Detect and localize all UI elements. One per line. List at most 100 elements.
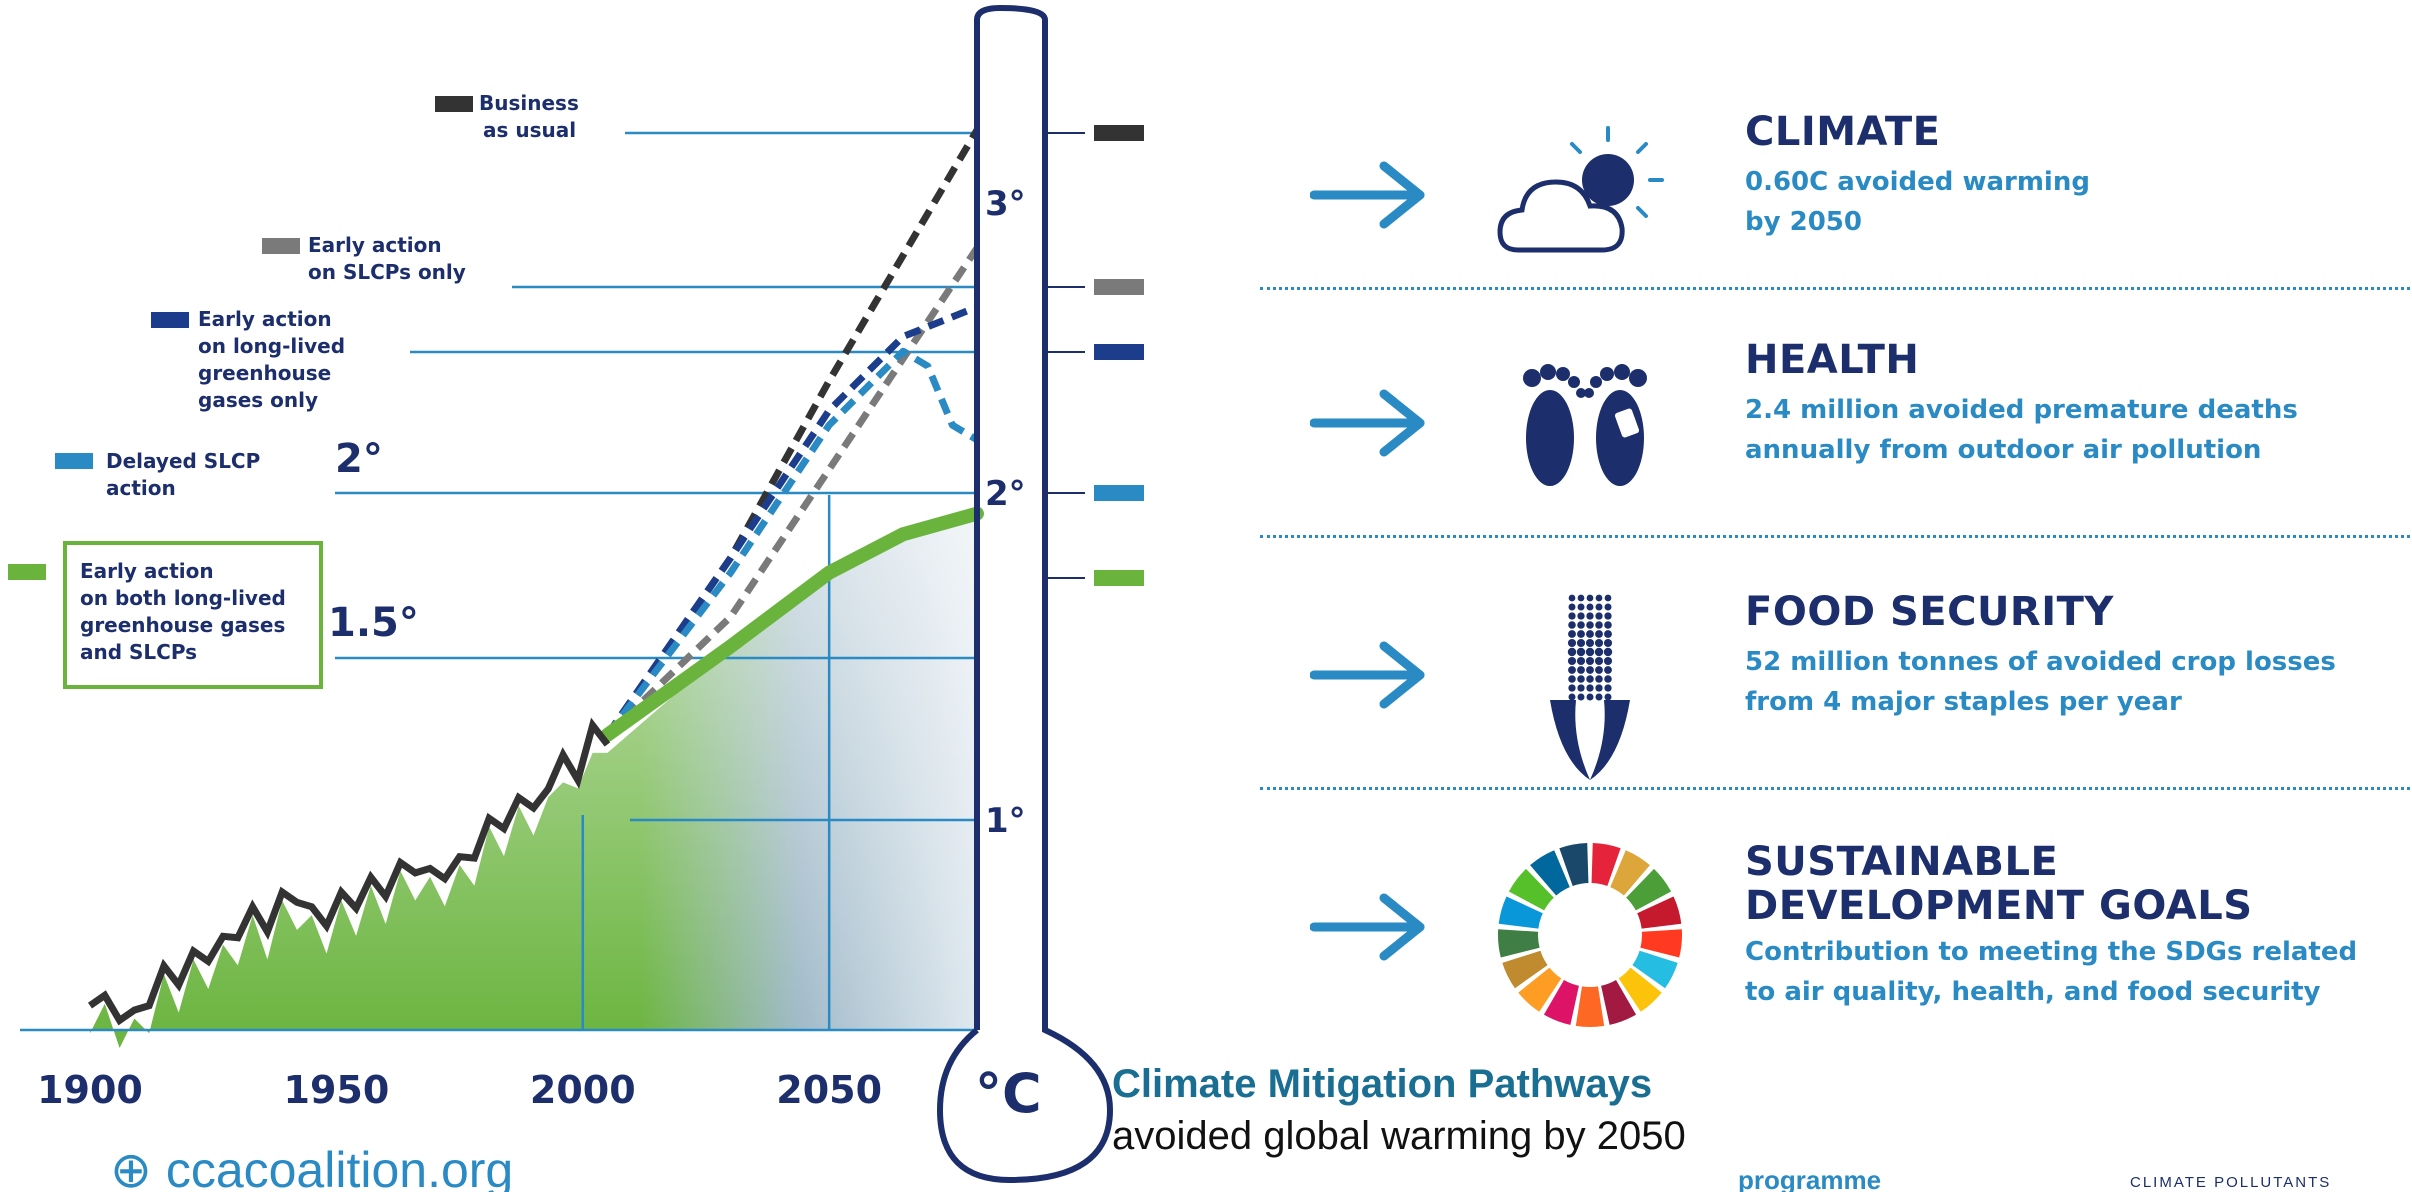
corn-kernel	[1594, 638, 1604, 648]
corn-kernel	[1576, 647, 1586, 657]
corn-kernel	[1568, 594, 1576, 602]
series-end-swatch	[1094, 279, 1144, 295]
sdg-segment	[1559, 843, 1589, 886]
legend-label: Early action	[198, 307, 332, 331]
corn-kernel	[1604, 612, 1612, 620]
corn-kernel	[1577, 693, 1585, 701]
sdg-segment	[1626, 868, 1672, 911]
x-tick-label: 1950	[284, 1068, 390, 1112]
benefits-panel: CLIMATE 0.60C avoided warming by 2050 HEA…	[1260, 90, 2410, 1027]
legend-label: Early action	[308, 233, 442, 257]
arrow-right-icon	[1310, 893, 1425, 961]
benefit-title: FOOD SECURITY	[1745, 589, 2114, 635]
legend-swatch	[8, 564, 46, 580]
legend-label: as usual	[483, 118, 576, 142]
sdg-segment	[1508, 868, 1554, 911]
corn-kernel	[1586, 693, 1594, 701]
y-tick-label: 3°	[985, 184, 1026, 224]
corn-kernel	[1586, 675, 1594, 683]
benefit-title: SUSTAINABLE DEVELOPMENT GOALS	[1745, 839, 2253, 929]
caption-title: Climate Mitigation Pathways	[1112, 1062, 1653, 1106]
divider	[1260, 535, 2410, 538]
benefit-desc: 52 million tonnes of avoided crop losses…	[1745, 647, 2336, 717]
legend-label: action	[106, 476, 176, 500]
sdg-segment	[1601, 980, 1637, 1025]
corn-kernel	[1604, 666, 1612, 674]
x-tick-label: 2000	[530, 1068, 636, 1112]
corn-kernel	[1586, 612, 1594, 620]
legend-swatch	[55, 453, 93, 469]
sdg-segment	[1618, 967, 1662, 1012]
corn-kernel	[1604, 684, 1612, 692]
sdg-segment	[1502, 950, 1548, 989]
benefit-title: CLIMATE	[1745, 109, 1941, 155]
arrow-right-icon	[1310, 389, 1425, 457]
x-tick-label: 1900	[37, 1068, 143, 1112]
corn-kernel	[1577, 675, 1585, 683]
corn-kernel	[1577, 603, 1585, 611]
corn-kernel	[1586, 684, 1594, 692]
corn-kernel	[1604, 693, 1612, 701]
series-end-swatch	[1094, 125, 1144, 141]
corn-kernel	[1585, 656, 1595, 666]
corn-kernel	[1577, 684, 1585, 692]
corn-kernel	[1595, 666, 1603, 674]
series-line-3	[604, 347, 979, 738]
legend-swatch	[151, 312, 189, 328]
legend-highlight-box	[63, 541, 323, 689]
corn-kernel	[1595, 612, 1603, 620]
corn-kernel	[1604, 630, 1612, 638]
corn-kernel	[1568, 684, 1576, 692]
thermometer-outline	[936, 4, 1114, 1184]
footer-website-link[interactable]: ⊕ ccacoalition.org	[110, 1140, 513, 1192]
sdg-segment	[1498, 929, 1540, 958]
sdg-wheel-icon	[1498, 843, 1682, 1027]
sdg-segment	[1591, 843, 1621, 886]
corn-kernel	[1568, 621, 1576, 629]
historical-line	[87, 717, 611, 1026]
corn-kernel	[1577, 666, 1585, 674]
corn-kernel	[1577, 621, 1585, 629]
unit-label: °C	[975, 1062, 1042, 1125]
benefit-desc: 0.60C avoided warming by 2050	[1745, 167, 2090, 237]
legend-label: greenhouse gases	[80, 613, 285, 637]
degree-marker: 2°	[335, 436, 383, 482]
globe-icon: ⊕	[110, 1142, 152, 1192]
corn-kernel	[1595, 603, 1603, 611]
benefit-desc: Contribution to meeting the SDGs related…	[1745, 937, 2358, 1007]
series-line-4	[600, 506, 984, 742]
corn-kernel	[1568, 630, 1576, 638]
corn-kernel	[1567, 656, 1577, 666]
caption-subtitle: avoided global warming by 2050	[1112, 1114, 1686, 1158]
corn-kernel	[1586, 621, 1594, 629]
corn-kernel	[1594, 647, 1604, 657]
sdg-segment	[1543, 980, 1579, 1025]
corn-kernel	[1567, 638, 1577, 648]
footer-logo-text: CLIMATE POLLUTANTS	[2130, 1174, 2332, 1191]
legend-label: Business	[479, 91, 579, 115]
arrow-right-icon	[1310, 161, 1425, 229]
benefit-food-security: FOOD SECURITY 52 million tonnes of avoid…	[1260, 570, 2410, 800]
sdg-segment	[1637, 896, 1682, 929]
series-end-swatch	[1094, 485, 1144, 501]
corn-icon	[1550, 594, 1630, 780]
corn-kernel	[1595, 693, 1603, 701]
corn-kernel	[1595, 684, 1603, 692]
legend-label: Early action	[80, 559, 214, 583]
corn-kernel	[1577, 594, 1585, 602]
legend-swatch	[435, 96, 473, 112]
legend-label: on SLCPs only	[308, 260, 466, 284]
benefit-title: HEALTH	[1745, 337, 1920, 383]
x-tick-label: 2050	[776, 1068, 882, 1112]
benefit-climate: CLIMATE 0.60C avoided warming by 2050	[1260, 90, 2410, 320]
corn-kernel	[1594, 656, 1604, 666]
arrow-right-icon	[1310, 641, 1425, 709]
sdg-segment	[1518, 967, 1562, 1012]
corn-kernel	[1568, 612, 1576, 620]
corn-kernel	[1586, 666, 1594, 674]
corn-kernel	[1604, 621, 1612, 629]
caption: Climate Mitigation Pathways avoided glob…	[1112, 1058, 1892, 1162]
corn-kernel	[1585, 647, 1595, 657]
y-tick-label: 2°	[985, 474, 1026, 514]
corn-kernel	[1568, 603, 1576, 611]
